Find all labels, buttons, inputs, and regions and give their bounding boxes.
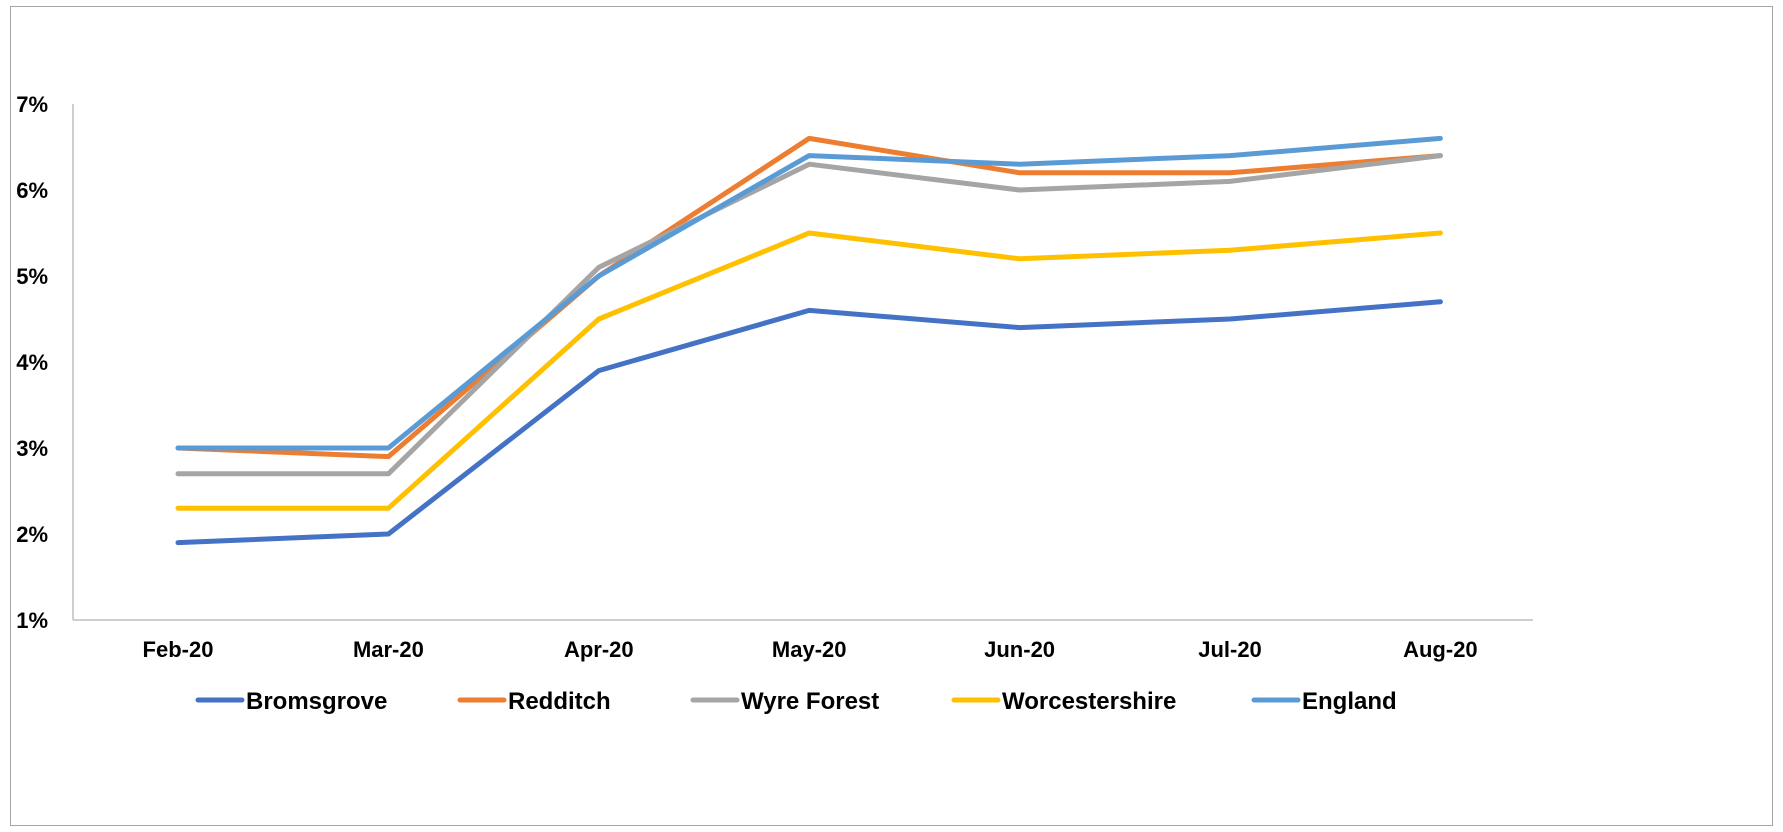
- legend-label: Wyre Forest: [741, 688, 879, 715]
- x-tick-label: Apr-20: [564, 637, 634, 662]
- legend-label: Redditch: [508, 688, 611, 715]
- x-tick-label: May-20: [772, 637, 847, 662]
- x-tick-labels: Feb-20 Mar-20 Apr-20 May-20 Jun-20 Jul-20 Aug-…: [143, 637, 1478, 662]
- y-tick-label: 7%: [16, 92, 48, 117]
- legend-label: England: [1302, 688, 1397, 715]
- chart-frame: 1% 2% 3% 4% 5% 6% 7% Feb-20 Mar-20 Apr-20 May-20 J…: [10, 6, 1773, 826]
- series-line-bromsgrove: [175, 299, 1443, 546]
- y-tick-label: 1%: [16, 608, 48, 633]
- axes: [72, 104, 1533, 621]
- series-line-redditch: [175, 135, 1443, 460]
- legend-label: Bromsgrove: [246, 688, 387, 715]
- legend-label: Worcestershire: [1002, 688, 1176, 715]
- y-tick-label: 5%: [16, 264, 48, 289]
- series-lines: [175, 135, 1443, 546]
- x-tick-label: Feb-20: [143, 637, 214, 662]
- series-line-worcestershire: [175, 230, 1443, 511]
- y-tick-label: 2%: [16, 522, 48, 547]
- y-tick-label: 4%: [16, 350, 48, 375]
- series-line-england: [175, 135, 1443, 451]
- line-chart: 1% 2% 3% 4% 5% 6% 7% Feb-20 Mar-20 Apr-20 May-20 J…: [16, 92, 1533, 715]
- x-tick-label: Jul-20: [1198, 637, 1262, 662]
- x-tick-label: Mar-20: [353, 637, 424, 662]
- series-line-wyre-forest: [175, 153, 1443, 477]
- x-tick-label: Jun-20: [984, 637, 1055, 662]
- y-tick-label: 3%: [16, 436, 48, 461]
- y-tick-label: 6%: [16, 178, 48, 203]
- y-tick-labels: 1% 2% 3% 4% 5% 6% 7%: [16, 92, 48, 633]
- legend: Bromsgrove Redditch Wyre Forest Worcestersh…: [195, 688, 1397, 715]
- x-tick-label: Aug-20: [1403, 637, 1478, 662]
